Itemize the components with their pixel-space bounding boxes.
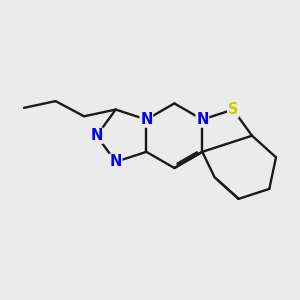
Text: N: N — [140, 112, 153, 127]
Text: N: N — [196, 112, 208, 127]
Text: N: N — [91, 128, 103, 143]
Text: N: N — [110, 154, 122, 169]
Text: S: S — [228, 102, 238, 117]
